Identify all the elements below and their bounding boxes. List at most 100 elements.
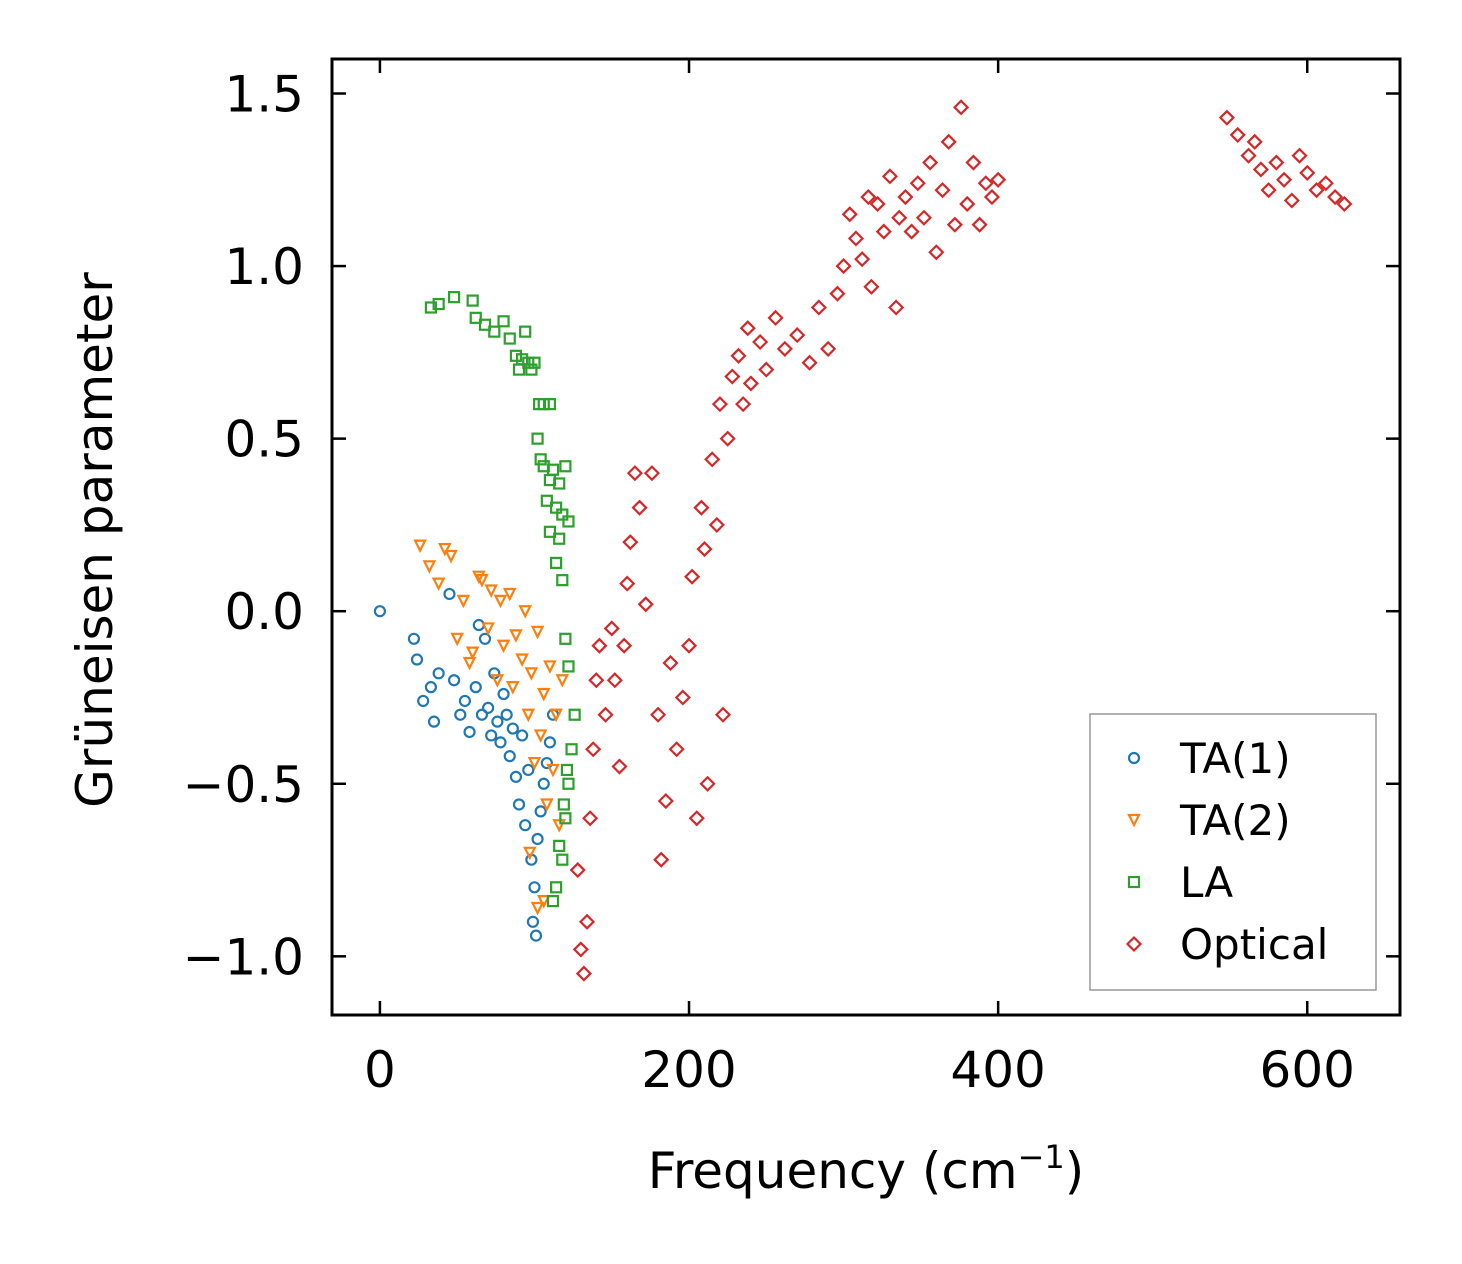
data-point bbox=[562, 660, 575, 673]
data-point bbox=[503, 332, 516, 345]
data-point bbox=[668, 741, 685, 758]
legend-label: TA(2) bbox=[1179, 796, 1291, 845]
data-point bbox=[417, 694, 430, 708]
data-point bbox=[1240, 147, 1257, 164]
ticks-layer: 0 200 400 600 −1.0 −0.5 0.0 0.5 1.0 1.5 bbox=[183, 59, 1400, 1099]
data-point bbox=[1336, 195, 1353, 213]
data-point bbox=[537, 777, 550, 790]
data-point bbox=[509, 629, 523, 643]
data-point bbox=[591, 637, 608, 654]
data-point bbox=[472, 570, 486, 585]
data-point bbox=[575, 965, 592, 982]
data-point bbox=[537, 398, 550, 411]
data-point bbox=[540, 798, 554, 812]
data-point bbox=[432, 667, 445, 680]
data-point bbox=[578, 913, 596, 930]
data-point bbox=[1299, 164, 1316, 181]
legend: TA(1) TA(2) LA Optical bbox=[1089, 713, 1377, 991]
data-point bbox=[572, 941, 589, 958]
data-point bbox=[680, 637, 698, 654]
data-point bbox=[869, 195, 886, 213]
data-point bbox=[496, 639, 511, 654]
data-point bbox=[1260, 182, 1277, 199]
y-tick-label: 0.5 bbox=[224, 411, 304, 469]
data-point bbox=[719, 430, 736, 447]
data-point bbox=[543, 398, 557, 411]
legend-entry: LA bbox=[1127, 858, 1233, 907]
data-point bbox=[739, 320, 756, 337]
x-tick-label: 400 bbox=[950, 1041, 1045, 1099]
legend-marker bbox=[1127, 751, 1141, 765]
data-point bbox=[516, 729, 529, 742]
data-point bbox=[546, 763, 560, 778]
plot-frame bbox=[330, 57, 1402, 1017]
data-point bbox=[413, 539, 427, 554]
data-point bbox=[529, 929, 543, 942]
data-point bbox=[543, 736, 557, 749]
y-tick-label: 1.5 bbox=[224, 66, 304, 124]
data-point bbox=[971, 216, 988, 233]
data-point bbox=[478, 632, 492, 645]
y-tick-label: −1.0 bbox=[183, 928, 304, 986]
data-point bbox=[657, 792, 674, 810]
data-point bbox=[463, 725, 476, 739]
data-point bbox=[497, 687, 510, 701]
data-point bbox=[684, 568, 701, 585]
data-point bbox=[603, 620, 620, 637]
data-point bbox=[1327, 188, 1344, 206]
data-point bbox=[484, 584, 498, 598]
data-point bbox=[527, 756, 542, 771]
data-point bbox=[536, 895, 551, 909]
data-point bbox=[533, 729, 548, 743]
data-point bbox=[526, 915, 540, 928]
data-point bbox=[550, 501, 563, 514]
data-point bbox=[959, 195, 976, 213]
data-point bbox=[469, 681, 482, 694]
data-point bbox=[550, 881, 563, 894]
data-point bbox=[454, 708, 467, 721]
data-point bbox=[562, 777, 575, 790]
data-point bbox=[422, 560, 437, 574]
data-point bbox=[990, 171, 1007, 188]
legend-entry: TA(2) bbox=[1127, 796, 1291, 845]
data-point bbox=[556, 508, 569, 521]
data-point bbox=[829, 285, 846, 302]
data-point bbox=[1283, 192, 1300, 209]
data-point bbox=[559, 812, 572, 825]
data-point bbox=[503, 750, 516, 763]
x-tick-label: 600 bbox=[1260, 1041, 1355, 1099]
data-point bbox=[456, 594, 471, 609]
data-point bbox=[553, 532, 566, 545]
data-point bbox=[502, 587, 517, 602]
legend-marker bbox=[1127, 813, 1141, 828]
data-point bbox=[888, 299, 905, 316]
data-point bbox=[860, 188, 877, 206]
data-point bbox=[560, 763, 574, 777]
data-point bbox=[519, 325, 532, 338]
data-point bbox=[482, 701, 495, 714]
data-point bbox=[556, 574, 569, 587]
data-point bbox=[427, 715, 441, 728]
legend-label: LA bbox=[1180, 858, 1233, 907]
data-point bbox=[475, 574, 489, 588]
data-point bbox=[881, 168, 899, 185]
data-point bbox=[523, 846, 537, 861]
data-point bbox=[553, 477, 566, 490]
data-point bbox=[1229, 126, 1246, 143]
data-point bbox=[530, 625, 545, 640]
data-point bbox=[543, 525, 557, 538]
data-point bbox=[611, 758, 628, 775]
data-points-layer bbox=[373, 99, 1353, 982]
data-point bbox=[549, 708, 563, 723]
data-point bbox=[922, 154, 939, 171]
data-point bbox=[478, 318, 492, 331]
data-point bbox=[854, 251, 871, 268]
x-axis-label: Frequency (cm−1) bbox=[648, 1138, 1085, 1200]
legend-entry: Optical bbox=[1125, 920, 1328, 969]
data-point bbox=[509, 770, 523, 783]
y-tick-label: 0.0 bbox=[224, 583, 304, 641]
data-point bbox=[528, 356, 541, 369]
data-point bbox=[465, 646, 480, 661]
data-point bbox=[525, 363, 538, 376]
data-point bbox=[462, 656, 477, 671]
